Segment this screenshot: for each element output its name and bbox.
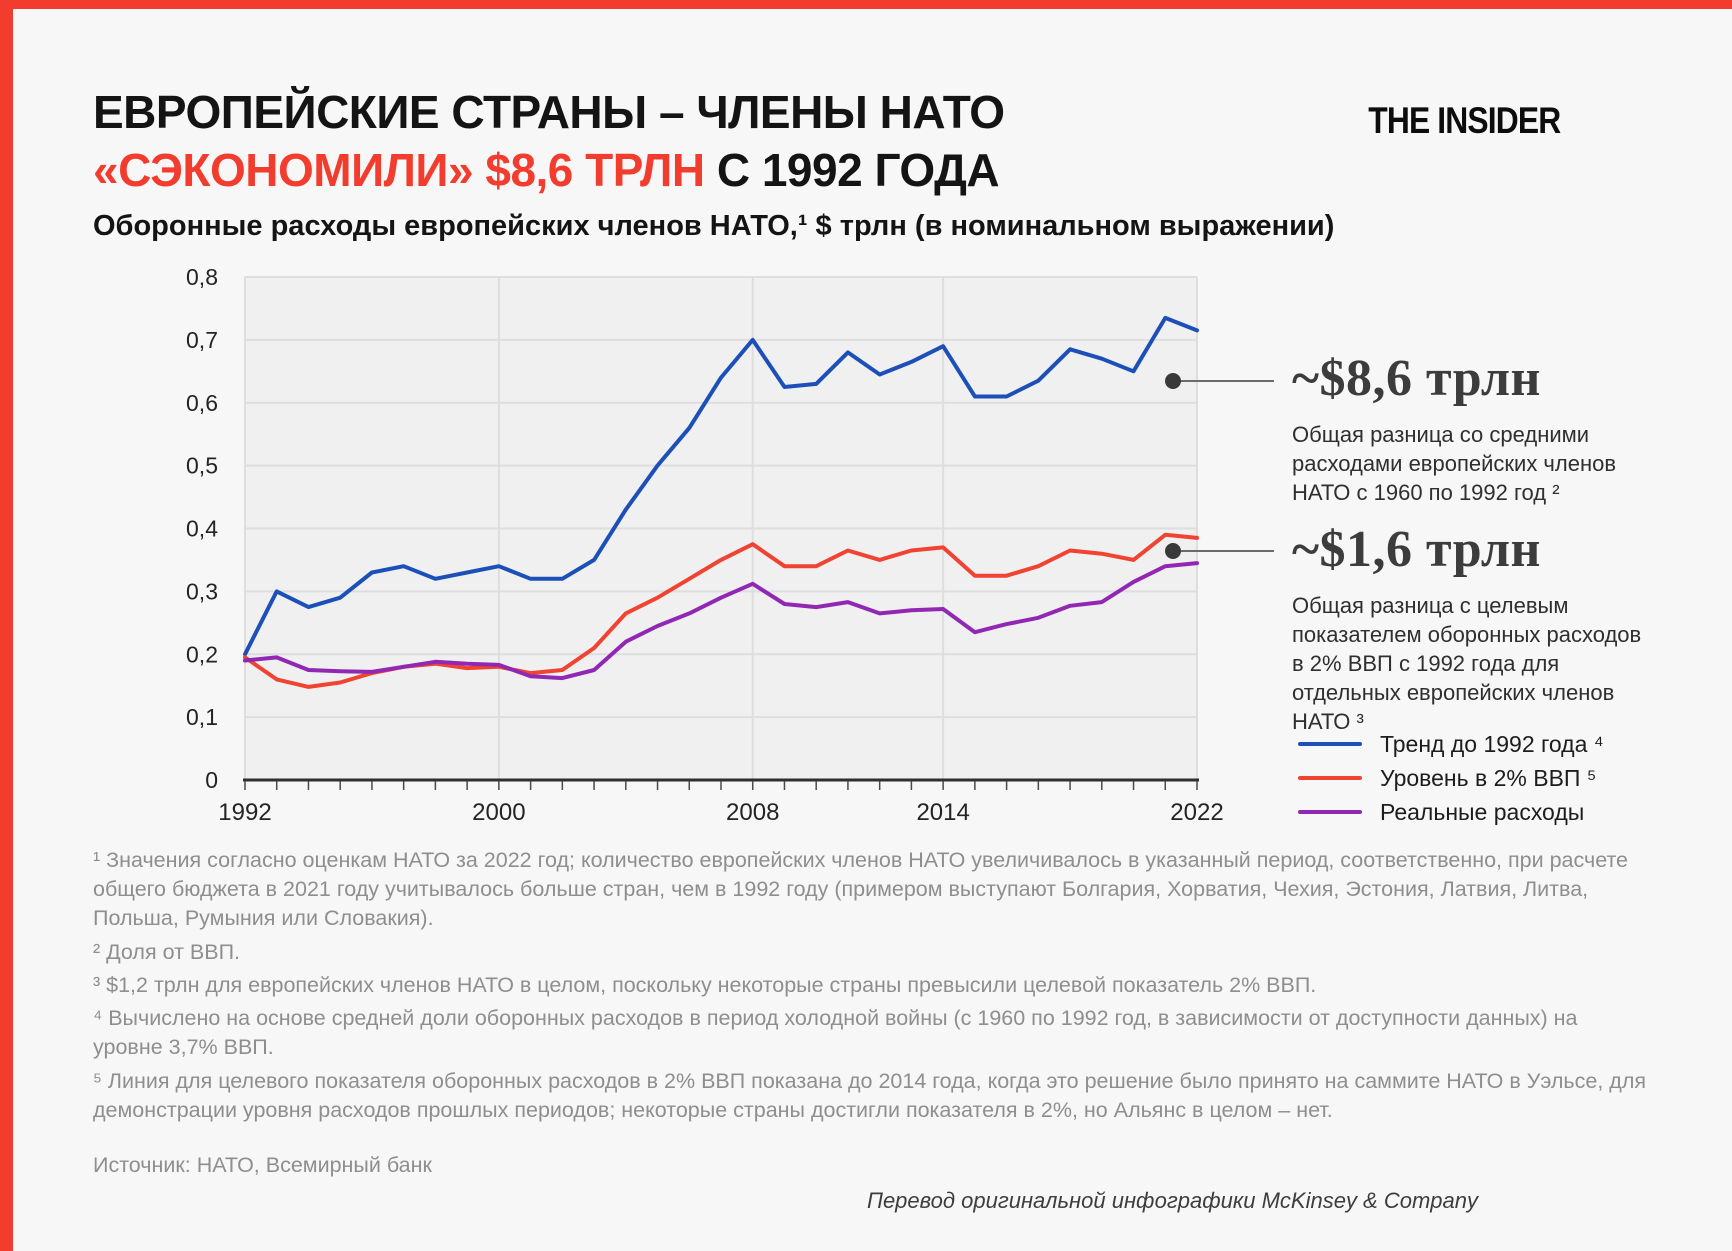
annotation-value: ~$8,6 трлн [1292, 350, 1541, 407]
series-line-2 [243, 561, 1199, 681]
y-tick-label: 0,1 [186, 704, 218, 730]
y-tick-label: 0,6 [186, 390, 218, 416]
translation-credit: Перевод оригинальной инфографики McKinse… [867, 1188, 1478, 1213]
annotation-description: Общая разница со средними расходами евро… [1292, 421, 1617, 505]
source-line: Источник: НАТО, Всемирный банк [93, 1153, 432, 1178]
y-tick-label: 0 [205, 767, 218, 793]
annotation-8-6-trln: ~$8,6 трлн Общая разница со средними рас… [1292, 350, 1642, 507]
legend-swatch-purple [1298, 810, 1362, 814]
accent-bar-left [0, 0, 13, 1251]
title-line-2-rest: С 1992 ГОДА [704, 144, 1000, 197]
plot-background [245, 277, 1197, 780]
footnote-2: ² Доля от ВВП. [93, 939, 240, 964]
legend-swatch-red [1298, 776, 1362, 780]
page-title: ЕВРОПЕЙСКИЕ СТРАНЫ – ЧЛЕНЫ НАТО «СЭКОНОМ… [93, 83, 1005, 200]
footnote-4: ⁴ Вычислено на основе средней доли оборо… [93, 1006, 1578, 1060]
series-line-0 [243, 315, 1199, 657]
legend-item-trend: Тренд до 1992 года ⁴ [1298, 727, 1604, 761]
the-insider-logo: THE INSIDER [1367, 100, 1561, 141]
y-tick-label: 0,7 [186, 327, 218, 353]
x-tick-label: 2000 [472, 799, 525, 826]
legend-item-actual: Реальные расходы [1298, 795, 1604, 829]
y-tick-label: 0,4 [186, 516, 218, 542]
callout-dot [1165, 373, 1181, 389]
footnote-3: ³ $1,2 трлн для европейских членов НАТО … [93, 972, 1317, 997]
y-tick-label: 0,5 [186, 453, 218, 479]
accent-bar-top [0, 0, 1732, 9]
title-accent: «СЭКОНОМИЛИ» $8,6 ТРЛН [93, 144, 705, 197]
callout-dot [1165, 543, 1181, 559]
annotation-description: Общая разница с целевым показателем обор… [1292, 592, 1642, 734]
series-line-1 [243, 532, 1199, 689]
legend-item-2pct-gdp: Уровень в 2% ВВП ⁵ [1298, 761, 1604, 795]
chart-legend: Тренд до 1992 года ⁴ Уровень в 2% ВВП ⁵ … [1298, 727, 1604, 829]
footnotes: ¹ Значения согласно оценкам НАТО за 2022… [93, 846, 1649, 1184]
chart-subtitle: Оборонные расходы европейских членов НАТ… [93, 210, 1335, 243]
annotation-1-6-trln: ~$1,6 трлн Общая разница с целевым показ… [1292, 521, 1642, 736]
footnote-1: ¹ Значения согласно оценкам НАТО за 2022… [93, 848, 1629, 931]
legend-label: Тренд до 1992 года ⁴ [1380, 730, 1604, 757]
x-tick-label: 2014 [916, 799, 969, 826]
y-tick-label: 0,2 [186, 641, 218, 667]
y-tick-label: 0,8 [186, 264, 218, 290]
x-tick-label: 2022 [1170, 799, 1223, 826]
legend-label: Уровень в 2% ВВП ⁵ [1380, 764, 1597, 791]
x-tick-label: 1992 [218, 799, 271, 826]
footnote-5: ⁵ Линия для целевого показателя оборонны… [93, 1068, 1647, 1122]
x-tick-label: 2008 [726, 799, 779, 826]
legend-label: Реальные расходы [1380, 798, 1585, 825]
title-line-1: ЕВРОПЕЙСКИЕ СТРАНЫ – ЧЛЕНЫ НАТО [93, 85, 1005, 138]
annotation-value: ~$1,6 трлн [1292, 521, 1541, 578]
y-tick-label: 0,3 [186, 578, 218, 604]
legend-swatch-blue [1298, 742, 1362, 746]
